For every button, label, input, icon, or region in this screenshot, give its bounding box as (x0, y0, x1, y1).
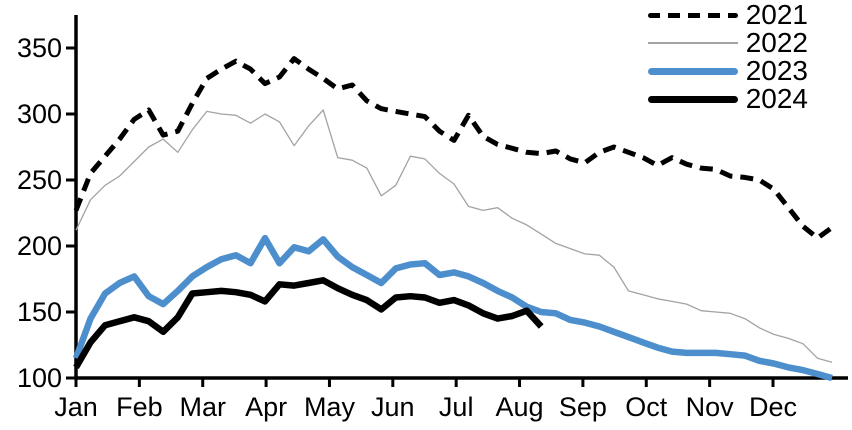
x-tick-label: Apr (245, 392, 287, 422)
legend-item-2022: 2022 (647, 27, 808, 58)
x-tick-label: Sep (559, 392, 607, 422)
x-tick-label: May (304, 392, 356, 422)
legend-item-2021: 2021 (647, 0, 808, 30)
legend-line-2024-black (647, 95, 738, 103)
y-tick-label: 250 (17, 165, 62, 195)
x-tick-label: Jul (439, 392, 474, 422)
x-tick-label: Aug (496, 392, 544, 422)
y-tick-label: 350 (17, 33, 62, 63)
y-tick-label: 150 (17, 297, 62, 327)
x-tick-label: Jan (54, 392, 98, 422)
x-tick-label: Jun (371, 392, 415, 422)
legend-label-2024: 2024 (745, 83, 808, 114)
y-tick-label: 200 (17, 231, 62, 261)
series-line-2024 (73, 277, 544, 370)
y-tick-label: 300 (17, 99, 62, 129)
y-tick-label: 100 (17, 363, 62, 393)
legend-label-2022: 2022 (745, 27, 808, 58)
x-tick-label: Oct (625, 392, 668, 422)
series-line-2022 (75, 109, 833, 363)
legend-label-2023: 2023 (745, 55, 808, 86)
legend-line-2022-gray (647, 42, 738, 44)
legend: 2021 2022 2023 2024 (647, 0, 808, 114)
legend-item-2024: 2024 (647, 83, 808, 114)
legend-line-2023-blue (647, 67, 738, 75)
series-line-2023 (72, 234, 833, 382)
series-line-2021 (73, 56, 834, 241)
legend-label-2021: 2021 (745, 0, 808, 30)
legend-line-2021-dashed (647, 12, 738, 18)
x-tick-label: Nov (686, 392, 735, 422)
x-tick-label: Mar (179, 392, 226, 422)
legend-item-2023: 2023 (647, 55, 808, 86)
x-tick-label: Feb (116, 392, 163, 422)
x-tick-label: Dec (749, 392, 797, 422)
